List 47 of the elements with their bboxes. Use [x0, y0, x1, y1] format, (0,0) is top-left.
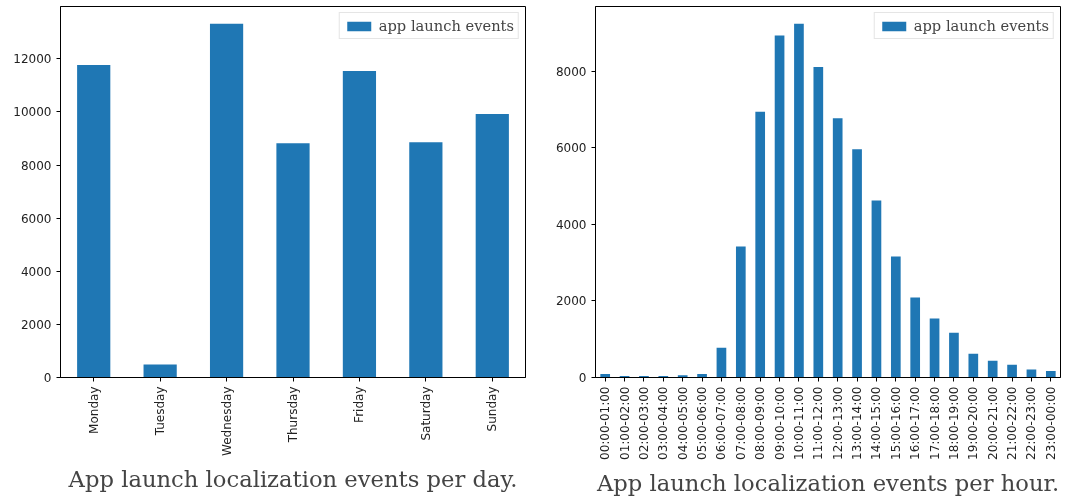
x-tick-label: 17:00-18:00 — [927, 386, 942, 460]
x-tick-label: 01:00-02:00 — [617, 386, 632, 460]
x-tick-label: Friday — [352, 386, 367, 423]
y-tick-label: 10000 — [13, 105, 52, 120]
x-tick-label: 20:00-21:00 — [985, 386, 1000, 460]
x-tick-label: Saturday — [418, 386, 433, 441]
x-tick-label: 13:00-14:00 — [850, 386, 865, 460]
x-tick-label: 02:00-03:00 — [636, 386, 651, 460]
y-tick-label: 6000 — [20, 211, 52, 226]
y-tick-label: 0 — [578, 371, 587, 385]
legend-label: app launch events — [913, 17, 1049, 34]
x-tick-label: 18:00-19:00 — [946, 386, 961, 460]
x-tick-label: 09:00-10:00 — [772, 386, 787, 460]
x-tick-label: 08:00-09:00 — [753, 386, 768, 460]
y-tick-label: 6000 — [555, 141, 587, 156]
y-tick-label: 8000 — [555, 64, 587, 79]
x-tick-label: 16:00-17:00 — [908, 386, 923, 460]
text: App launch localization events per hour. — [595, 469, 1060, 496]
y-tick-label: 2000 — [20, 317, 52, 332]
x-tick-label: 06:00-07:00 — [714, 386, 729, 460]
x-tick-label: 12:00-13:00 — [830, 386, 845, 460]
x-tick-label: 21:00-22:00 — [1005, 386, 1020, 460]
x-tick-label: 19:00-20:00 — [966, 386, 981, 460]
y-tick-label: 4000 — [555, 217, 587, 232]
x-tick-label: 15:00-16:00 — [888, 386, 903, 460]
text: App launch localization events per day. — [67, 465, 518, 492]
x-tick-label: Sunday — [485, 386, 500, 432]
x-tick-label: 11:00-12:00 — [811, 386, 826, 460]
x-tick-label: 03:00-04:00 — [656, 386, 671, 460]
y-tick-label: 8000 — [20, 158, 52, 173]
x-tick-label: Monday — [86, 386, 101, 434]
x-tick-label: 23:00-00:00 — [1043, 386, 1058, 460]
x-tick-label: 07:00-08:00 — [733, 386, 748, 460]
x-tick-label: 22:00-23:00 — [1024, 386, 1039, 460]
x-tick-label: 00:00-01:00 — [598, 386, 613, 460]
y-tick-label: 12000 — [13, 52, 52, 67]
y-tick-label: 2000 — [555, 294, 587, 309]
x-tick-label: 10:00-11:00 — [791, 386, 806, 460]
x-tick-label: 05:00-06:00 — [695, 386, 710, 460]
y-tick-label: 4000 — [20, 264, 52, 279]
y-tick-label: 0 — [43, 371, 52, 385]
x-tick-label: 04:00-05:00 — [675, 386, 690, 460]
x-tick-label: Thursday — [286, 386, 300, 444]
x-tick-label: Wednesday — [219, 386, 234, 456]
legend-label: app launch events — [378, 17, 514, 34]
x-tick-label: Tuesday — [153, 386, 168, 437]
x-tick-label: 14:00-15:00 — [869, 386, 884, 460]
